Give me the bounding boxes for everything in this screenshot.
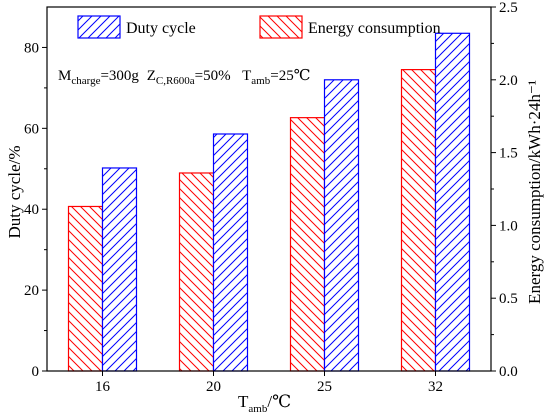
y-left-tick-label-0: 0 [32,364,40,380]
y-right-tick-label-1.5: 1.5 [499,146,518,162]
ambient-temp-subscript: amb [251,75,270,87]
ambient-temp-symbol: T [242,68,251,84]
duty-cycle-bar-25 [323,79,360,372]
y-right-tick-label-1.0: 1.0 [499,218,518,234]
x-axis-title-subscript: amb [248,403,267,415]
concentration-value: =50% [195,68,231,84]
y-right-tick-label-0.5: 0.5 [499,291,518,307]
duty-cycle-bar-16 [101,167,138,372]
ambient-temp-value: =25℃ [270,68,310,84]
legend: Duty cycle Energy consumption [77,15,441,39]
y-axis-right-title: Energy consumption/kWh·24h⁻¹ [525,80,544,304]
bars-layer [67,32,471,372]
x-tick-label-32: 32 [428,379,443,395]
concentration-subscript: C,R600a [156,75,195,87]
charge-subscript: charge [71,75,100,87]
legend-label-duty-cycle: Duty cycle [126,20,196,37]
energy-consumption-bar-20 [178,172,215,372]
y-left-tick-label-20: 20 [24,283,39,299]
x-tick-label-25: 25 [317,379,332,395]
energy-consumption-bar-25 [289,117,326,372]
x-tick-label-20: 20 [206,379,221,395]
y-axis-left-title: Duty cycle/% [5,146,24,239]
x-tick-label-16: 16 [95,379,111,395]
y-right-tick-label-2.5: 2.5 [499,0,518,16]
duty-cycle-bar-32 [434,32,471,372]
legend-swatch-duty-cycle [77,15,121,39]
plot-frame [46,6,492,372]
y-right-tick-label-0.0: 0.0 [499,364,518,380]
x-axis-title-unit: /℃ [267,392,291,411]
energy-consumption-bar-16 [67,205,104,372]
x-axis-title-symbol: T [238,392,249,411]
charge-value: =300g [100,68,139,84]
y-left-tick-label-80: 80 [24,40,39,56]
energy-consumption-bar-32 [400,69,437,372]
legend-label-energy-consumption: Energy consumption [308,20,441,37]
y-left-tick-label-40: 40 [24,202,39,218]
charge-symbol: M [58,68,71,84]
experiment-conditions-annotation: Mcharge=300g ZC,R600a=50% Tamb=25℃ [58,68,311,87]
concentration-symbol: Z [147,68,156,84]
legend-swatch-energy-consumption [259,15,303,39]
y-left-tick-label-60: 60 [24,121,39,137]
duty-cycle-bar-20 [212,133,249,372]
y-right-tick-label-2.0: 2.0 [499,73,518,89]
ticks-layer: 16 20 25 32 0 20 40 60 80 0.0 0.5 1.0 1.5 2.0 2.5 [24,0,518,395]
x-axis-title: Tamb/℃ [238,392,291,415]
